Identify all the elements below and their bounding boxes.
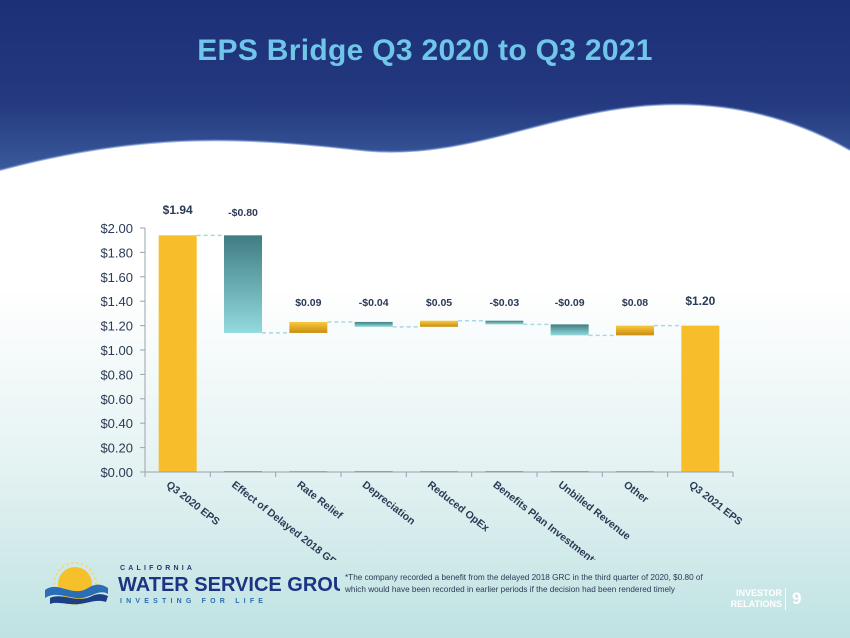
logo-main-text: WATER SERVICE GROUP <box>118 574 340 596</box>
data-label: -$0.80 <box>228 207 258 219</box>
x-tick-label: Effect of Delayed 2018 GRC* <box>229 479 349 560</box>
data-label: $0.08 <box>622 297 648 309</box>
bar-rate-relief <box>289 321 328 333</box>
bar-q3-2021-eps <box>681 325 720 472</box>
data-label: -$0.03 <box>489 297 519 309</box>
y-tick-label: $1.00 <box>100 343 133 358</box>
header-wave-edge <box>0 103 850 171</box>
y-tick-label: $0.00 <box>100 465 133 480</box>
logo-bottom-text: INVESTING FOR LIFE <box>120 598 267 605</box>
x-tick-label: Reduced OpEx <box>425 479 491 535</box>
bar-reduced-opex <box>420 320 458 327</box>
x-tick-label: Depreciation <box>360 479 418 528</box>
bar-q3-2020-eps <box>158 235 197 472</box>
data-labels-group: $1.94 -$0.80 $0.09 -$0.04 $0.05 -$0.03 -$0.09 $… <box>163 203 716 309</box>
ir-line-2: RELATIONS <box>730 599 782 609</box>
bars-group <box>158 235 720 472</box>
bar-depreciation <box>354 321 393 327</box>
x-tick-label: Other <box>621 479 650 506</box>
x-tick-label: Q3 2021 EPS <box>686 479 744 528</box>
header-banner <box>0 0 850 171</box>
data-label: -$0.09 <box>555 297 585 309</box>
data-label: $1.94 <box>163 203 193 217</box>
x-tick-label: Benefits Plan Investments <box>490 479 601 560</box>
logo-wave-icon <box>45 584 108 605</box>
y-tick-label: $2.00 <box>100 221 133 236</box>
bar-unbilled-revenue <box>550 324 589 336</box>
header-wave <box>0 0 850 170</box>
logo-top-text: CALIFORNIA <box>120 565 195 572</box>
data-label: $0.09 <box>295 297 321 309</box>
data-label: $1.20 <box>685 294 715 308</box>
bar-effect-of-delayed-2018-grc <box>224 235 262 333</box>
y-tick-label: $1.60 <box>100 270 133 285</box>
bar-benefits-plan-investments <box>485 320 524 325</box>
slide-title: EPS Bridge Q3 2020 to Q3 2021 <box>197 34 653 67</box>
connector-lines <box>196 234 682 337</box>
ir-separator <box>785 588 786 610</box>
x-tick-label: Q3 2020 EPS <box>164 479 222 528</box>
y-tick-label: $0.20 <box>100 441 133 456</box>
data-label: $0.05 <box>426 297 452 309</box>
y-tick-label: $0.40 <box>100 416 133 431</box>
y-tick-label: $1.80 <box>100 245 133 260</box>
eps-waterfall-chart: $0.00 $0.20 $0.40 $0.60 $0.80 $1.00 $1.20 $1.40… <box>100 203 744 560</box>
y-tick-label: $1.40 <box>100 294 133 309</box>
data-label: -$0.04 <box>359 297 389 309</box>
company-logo: CALIFORNIA WATER SERVICE GROUP INVESTING… <box>45 562 340 606</box>
investor-relations-label: INVESTOR RELATIONS <box>720 588 782 610</box>
axes-group: $0.00 $0.20 $0.40 $0.60 $0.80 $1.00 $1.20 $1.40… <box>100 221 744 560</box>
y-tick-label: $1.20 <box>100 319 133 334</box>
y-tick-label: $0.80 <box>100 367 133 382</box>
y-tick-label: $0.60 <box>100 392 133 407</box>
page-number: 9 <box>792 589 802 608</box>
bar-other <box>616 325 654 336</box>
x-tick-label: Rate Relief <box>294 479 345 522</box>
footnote: *The company recorded a benefit from the… <box>345 573 703 594</box>
ir-line-1: INVESTOR <box>736 588 782 598</box>
